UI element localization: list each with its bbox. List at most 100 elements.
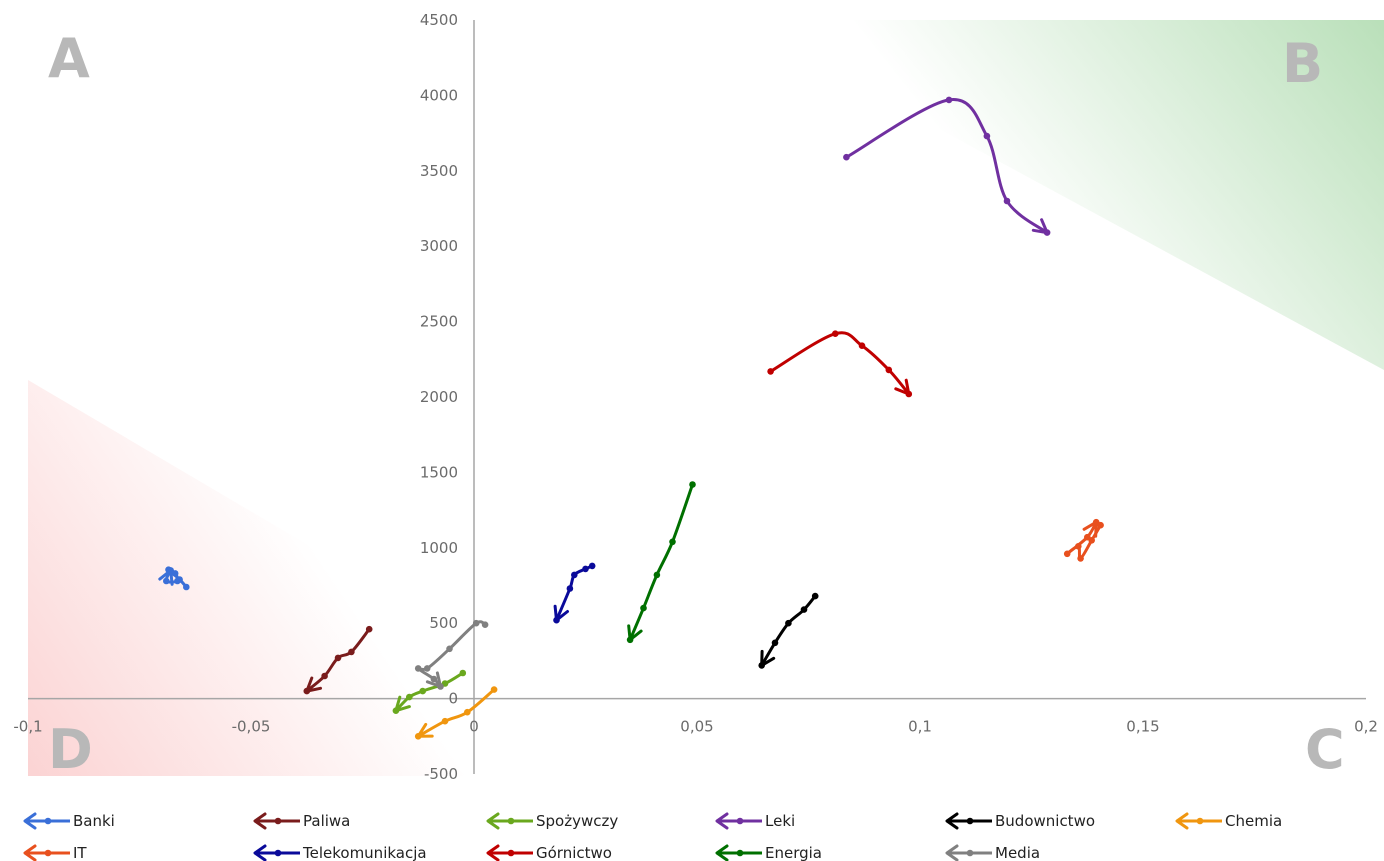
series-layer (158, 96, 1104, 740)
data-point (785, 619, 792, 627)
data-point (174, 577, 181, 585)
legend-marker (507, 817, 515, 825)
series-it (1063, 518, 1104, 562)
legend-label: Paliwa (303, 812, 350, 830)
data-point (983, 132, 991, 140)
data-point (163, 577, 170, 585)
data-point (419, 687, 427, 695)
legend-marker (44, 817, 52, 825)
data-point (800, 606, 808, 613)
data-point (414, 665, 422, 672)
arrow-head (760, 649, 776, 667)
legend-item-media: Media (945, 844, 1040, 861)
legend-marker (1196, 817, 1204, 825)
data-point (430, 675, 438, 683)
data-point (1084, 533, 1091, 541)
data-point (653, 571, 661, 579)
quadrant-label-a: A (48, 27, 90, 90)
data-point (365, 625, 373, 633)
data-point (945, 96, 953, 104)
data-point (885, 366, 893, 374)
series-budownictwo (758, 592, 819, 669)
data-point (1075, 543, 1082, 550)
x-tick-label: 0 (469, 718, 479, 736)
y-tick-label: 1500 (420, 463, 458, 481)
legend-marker (736, 849, 744, 857)
y-tick-label: 2000 (420, 388, 458, 406)
series-telekomunikacja (553, 562, 596, 624)
legend-marker (507, 849, 515, 857)
data-point (406, 693, 413, 701)
data-point (811, 592, 819, 600)
data-point (566, 585, 574, 592)
data-point (321, 672, 328, 680)
legend-arrow (1175, 812, 1189, 830)
data-point (832, 330, 839, 338)
x-tick-label: -0,1 (13, 718, 42, 736)
y-tick-label: 2500 (420, 313, 458, 331)
legend-label: Budownictwo (995, 812, 1095, 830)
data-point (571, 571, 578, 579)
legend-arrow (945, 812, 959, 830)
data-point (348, 648, 355, 656)
legend-marker (966, 849, 974, 857)
arrow-head (1031, 218, 1049, 235)
series-line (844, 98, 1049, 235)
legend-label: Banki (73, 812, 115, 830)
arrow-head (158, 568, 174, 586)
data-point (334, 654, 342, 662)
legend-arrow (253, 812, 267, 830)
legend-label: Górnictwo (536, 844, 612, 861)
y-tick-label: -500 (424, 765, 458, 783)
series-line (769, 331, 911, 396)
x-tick-label: 0,15 (1126, 718, 1159, 736)
arrow-head (553, 604, 569, 622)
series-energia (626, 481, 696, 644)
legend-item-energia: Energia (715, 844, 822, 861)
legend-label: IT (73, 844, 87, 861)
quadrant-b-shade (738, 20, 1384, 370)
legend-label: Leki (765, 812, 795, 830)
arrow-head (305, 676, 322, 693)
x-tick-label: 0,1 (908, 718, 932, 736)
legend-arrow (486, 844, 500, 861)
data-point (472, 619, 480, 627)
data-point (843, 153, 850, 161)
series-leki (843, 96, 1051, 236)
data-point (689, 481, 696, 488)
quadrant-label-b: B (1282, 32, 1323, 95)
data-point (1077, 555, 1084, 562)
quadrant-d-shade (28, 380, 700, 776)
data-point (582, 565, 589, 573)
legend-marker (966, 817, 974, 825)
series-banki (158, 566, 190, 591)
arrow-head (1082, 520, 1098, 538)
y-tick-label: 3500 (420, 162, 458, 180)
arrow-head (894, 378, 911, 396)
data-point (446, 645, 453, 653)
y-tick-label: 500 (429, 614, 458, 632)
legend-label: Media (995, 844, 1040, 861)
data-point (423, 665, 431, 672)
legend-item-spo-ywczy: Spożywczy (486, 812, 618, 830)
data-point (1063, 550, 1071, 558)
data-point (767, 368, 774, 375)
data-point (669, 538, 676, 546)
legend-arrow (486, 812, 500, 830)
legend-item-chemia: Chemia (1175, 812, 1282, 830)
arrow-head (394, 695, 411, 713)
legend-arrow (945, 844, 959, 861)
legend-arrow (253, 844, 267, 861)
data-point (1003, 197, 1011, 205)
y-tick-label: 4000 (420, 86, 458, 104)
legend-arrow (715, 844, 729, 861)
legend-marker (274, 849, 282, 857)
data-point (588, 562, 596, 570)
legend-item-paliwa: Paliwa (253, 812, 350, 830)
legend-label: Spożywczy (536, 812, 618, 830)
data-point (490, 686, 498, 693)
y-tick-label: 0 (448, 690, 458, 708)
y-tick-label: 4500 (420, 11, 458, 29)
data-point (640, 604, 647, 612)
